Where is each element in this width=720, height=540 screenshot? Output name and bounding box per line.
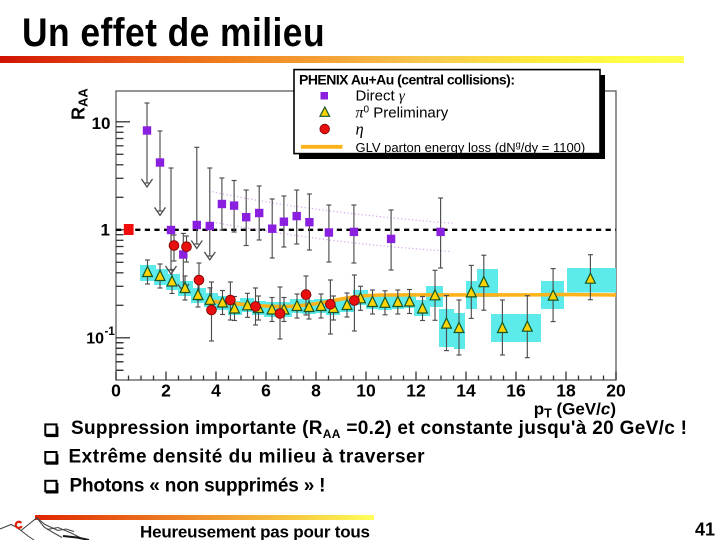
svg-text:2: 2 [161, 381, 171, 401]
svg-text:Extrême densité du milieu à tr: Extrême densité du milieu à traverser [69, 446, 426, 467]
svg-text:0: 0 [111, 381, 121, 401]
svg-text:RAA: RAA [69, 88, 91, 120]
svg-text:12: 12 [406, 381, 426, 401]
svg-text:16: 16 [506, 381, 526, 401]
svg-text:Photons « non supprimés » !: Photons « non supprimés » ! [70, 475, 326, 496]
svg-text:8: 8 [311, 381, 321, 401]
svg-text:Direct γ: Direct γ [356, 87, 406, 104]
svg-text:η: η [356, 119, 364, 138]
svg-text:10: 10 [356, 381, 376, 401]
svg-text:41: 41 [695, 520, 715, 540]
svg-text:14: 14 [456, 381, 476, 401]
svg-text:10: 10 [86, 331, 104, 348]
svg-text:10: 10 [92, 114, 111, 133]
svg-text:-1: -1 [105, 326, 116, 338]
svg-text:1: 1 [101, 221, 110, 240]
svg-text:pT (GeV/c): pT (GeV/c) [534, 400, 616, 421]
svg-text:4: 4 [211, 381, 221, 401]
svg-text:20: 20 [606, 381, 626, 401]
svg-text:18: 18 [556, 381, 576, 401]
svg-text:π0 Preliminary: π0 Preliminary [356, 104, 449, 121]
svg-text:Suppression importante (RAA =0: Suppression importante (RAA =0.2) et con… [71, 418, 687, 441]
svg-text:6: 6 [261, 381, 271, 401]
svg-text:GLV parton energy loss (dNg/dy: GLV parton energy loss (dNg/dy = 1100) [356, 139, 586, 155]
svg-text:PHENIX Au+Au (central collisio: PHENIX Au+Au (central collisions): [299, 72, 515, 88]
svg-text:Heureusement pas pour tous: Heureusement pas pour tous [140, 523, 370, 540]
